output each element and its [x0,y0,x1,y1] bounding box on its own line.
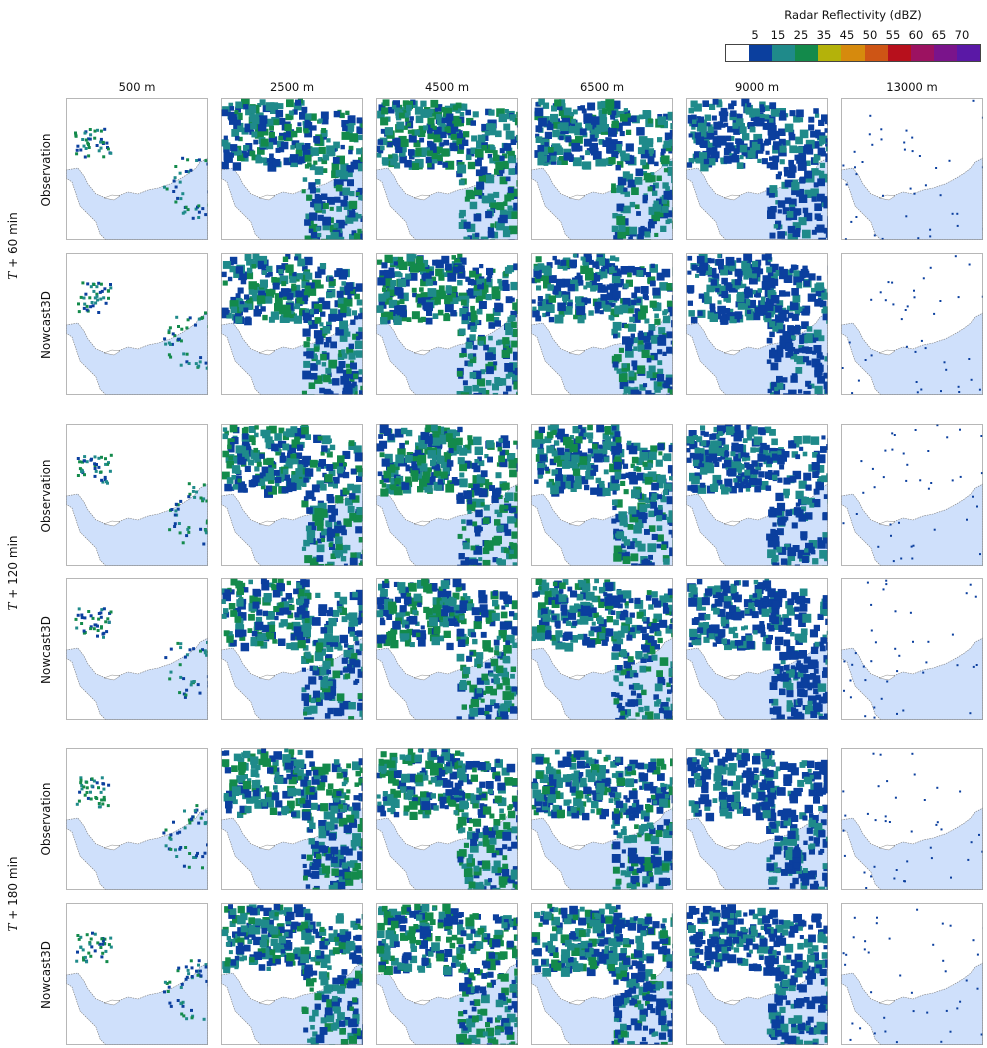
column-header-4500m: 4500 m [424,80,470,94]
radar-panel [66,903,208,1045]
legend-swatch [910,45,934,61]
row-label-observation: Observation [39,459,53,533]
radar-panel [376,578,518,720]
radar-panel [221,748,363,890]
radar-panel [531,424,673,566]
group-label-120min: T + 120 min [6,535,20,611]
legend-swatch [772,45,796,61]
row-label-observation: Observation [39,133,53,207]
radar-panel [686,903,828,1045]
row-label-nowcast3d: Nowcast3D [39,941,53,1009]
legend-swatch [749,45,773,61]
radar-panel [221,253,363,395]
radar-panel [531,253,673,395]
radar-panel [66,98,208,240]
legend-tick: 60 [908,28,924,42]
radar-panel [841,253,983,395]
legend-ticks: 5 15 25 35 45 50 55 60 65 70 [725,28,981,42]
radar-panel [841,903,983,1045]
column-header-9000m: 9000 m [734,80,780,94]
radar-panel [66,748,208,890]
radar-panel [66,253,208,395]
radar-panel [376,253,518,395]
radar-panel [376,903,518,1045]
radar-panel [686,748,828,890]
column-header-6500m: 6500 m [579,80,625,94]
legend-tick: 65 [931,28,947,42]
radar-panel [376,748,518,890]
radar-panel [686,253,828,395]
radar-panel [841,424,983,566]
radar-panel [221,903,363,1045]
radar-panel [841,748,983,890]
legend-swatch [818,45,842,61]
legend-swatch [956,45,981,61]
column-header-500m: 500 m [118,80,156,94]
radar-panel [221,578,363,720]
group-label-180min: T + 180 min [6,856,20,932]
radar-panel [376,424,518,566]
row-label-nowcast3d: Nowcast3D [39,616,53,684]
legend-swatch [933,45,957,61]
radar-panel [841,578,983,720]
radar-panel [686,578,828,720]
radar-panel [531,903,673,1045]
legend-swatch [841,45,865,61]
legend-title: Radar Reflectivity (dBZ) [784,8,922,22]
radar-panel [841,98,983,240]
radar-panel [531,748,673,890]
column-header-13000m: 13000 m [886,80,938,94]
column-header-2500m: 2500 m [269,80,315,94]
legend-tick: 45 [839,28,855,42]
radar-panel [531,578,673,720]
legend-tick: 15 [770,28,786,42]
row-label-nowcast3d: Nowcast3D [39,291,53,359]
legend-tick: 25 [793,28,809,42]
radar-panel [686,424,828,566]
legend-color-bar [725,44,981,62]
legend-swatch [795,45,819,61]
legend-tick: 50 [862,28,878,42]
legend-tick: 70 [954,28,970,42]
radar-panel [686,98,828,240]
legend-swatch [726,45,750,61]
radar-panel [531,98,673,240]
legend-tick: 5 [751,28,759,42]
legend-tick: 35 [816,28,832,42]
radar-panel [376,98,518,240]
legend-swatch [887,45,911,61]
group-label-60min: T + 60 min [6,212,20,280]
radar-panel [66,578,208,720]
row-label-observation: Observation [39,782,53,856]
radar-panel [66,424,208,566]
legend-tick: 55 [885,28,901,42]
legend-swatch [864,45,888,61]
radar-panel [221,424,363,566]
radar-panel [221,98,363,240]
